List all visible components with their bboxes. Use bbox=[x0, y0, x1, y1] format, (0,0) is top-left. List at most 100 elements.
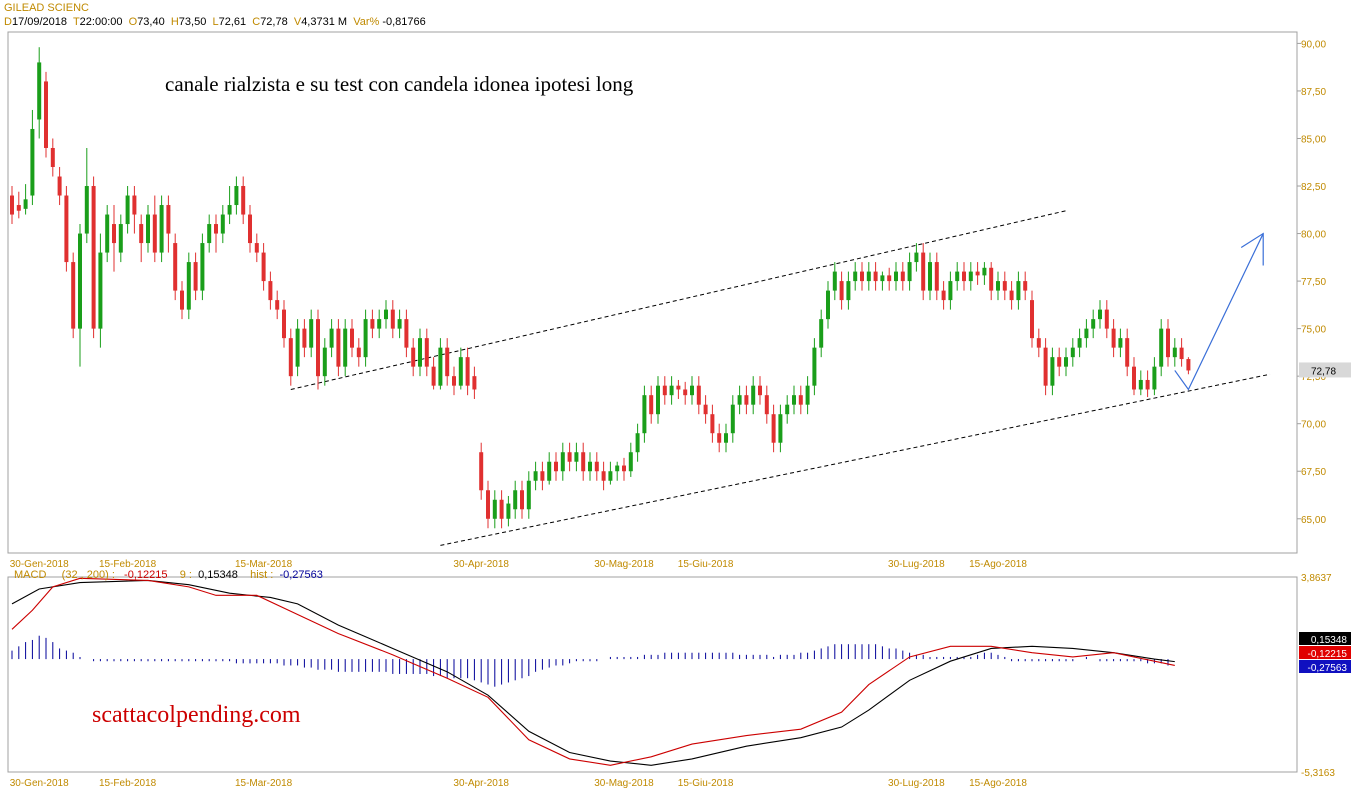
candle-body bbox=[758, 385, 762, 396]
candle-body bbox=[288, 338, 293, 377]
price-tick-label: 85,00 bbox=[1301, 134, 1326, 145]
candle-body bbox=[71, 262, 76, 329]
candle-body bbox=[581, 452, 586, 472]
candle-body bbox=[656, 385, 660, 415]
candle-body bbox=[452, 376, 456, 386]
candle-body bbox=[316, 319, 320, 377]
candle-body bbox=[819, 319, 824, 348]
candle-body bbox=[615, 465, 620, 472]
candle-body bbox=[703, 404, 708, 415]
candle-body bbox=[173, 243, 178, 291]
candle-body bbox=[1118, 338, 1123, 348]
price-tick-label: 70,00 bbox=[1301, 420, 1326, 431]
candle-body bbox=[526, 480, 531, 510]
candle-body bbox=[465, 357, 470, 386]
stat-close: 72,78 bbox=[260, 16, 288, 28]
stat-volume: 4,3731 M bbox=[301, 16, 348, 28]
candle-body bbox=[778, 414, 783, 443]
candle-body bbox=[1050, 357, 1055, 386]
candle-body bbox=[159, 205, 164, 253]
candle-body bbox=[506, 503, 511, 519]
candle-body bbox=[1009, 290, 1014, 301]
candle-body bbox=[1002, 281, 1007, 291]
candle-body bbox=[894, 271, 898, 282]
candle-body bbox=[771, 414, 776, 443]
stat-time: 22:00:00 bbox=[79, 16, 123, 28]
date-label: 30-Apr-2018 bbox=[453, 559, 509, 570]
candle-body bbox=[805, 385, 810, 405]
hist-value: -0,27563 bbox=[279, 569, 323, 581]
candle-body bbox=[322, 347, 327, 377]
macd-tick-label: -5,3163 bbox=[1301, 768, 1335, 779]
candle-body bbox=[411, 347, 416, 367]
stat-var-pct: -0,81766 bbox=[382, 16, 426, 28]
candle-body bbox=[1070, 347, 1075, 358]
candle-body bbox=[30, 128, 35, 196]
candle-body bbox=[125, 195, 130, 225]
candle-body bbox=[1016, 281, 1021, 301]
macd-date-label: 15-Giu-2018 bbox=[678, 778, 734, 789]
candle-body bbox=[717, 433, 722, 443]
candle-body bbox=[146, 214, 150, 244]
stat-high: 73,50 bbox=[178, 16, 207, 28]
macd-date-label: 30-Lug-2018 bbox=[888, 778, 945, 789]
macd-value-box bbox=[1299, 660, 1351, 673]
candle-body bbox=[431, 366, 436, 386]
macd-value-box bbox=[1299, 632, 1351, 645]
candle-body bbox=[900, 271, 905, 282]
candle-body bbox=[424, 338, 429, 367]
macd-value-box bbox=[1299, 646, 1351, 659]
candle-body bbox=[1057, 357, 1062, 367]
candle-body bbox=[792, 395, 796, 405]
price-tick-label: 82,50 bbox=[1301, 182, 1326, 193]
candle-body bbox=[560, 452, 565, 472]
candle-body bbox=[261, 252, 266, 282]
candle-body bbox=[78, 233, 82, 329]
stat-date: 17/09/2018 bbox=[11, 16, 68, 28]
candle-body bbox=[975, 271, 980, 276]
candle-body bbox=[873, 271, 878, 282]
candle-body bbox=[764, 395, 769, 415]
last-price-label: 72,78 bbox=[1311, 366, 1336, 377]
candle-body bbox=[1098, 309, 1102, 320]
candle-body bbox=[180, 290, 184, 310]
candle-body bbox=[540, 471, 545, 481]
candle-body bbox=[356, 347, 361, 358]
candle-body bbox=[601, 471, 606, 481]
macd-date-label: 30-Gen-2018 bbox=[10, 778, 69, 789]
forecast-arrow bbox=[1174, 233, 1264, 391]
macd-date-label: 15-Feb-2018 bbox=[99, 778, 157, 789]
candle-body bbox=[479, 452, 484, 491]
candle-body bbox=[832, 271, 837, 291]
candle-body bbox=[343, 328, 348, 367]
macd-value-label: 0,15348 bbox=[1311, 635, 1348, 646]
candle-body bbox=[853, 271, 858, 282]
candle-body bbox=[227, 205, 232, 215]
price-tick-label: 75,00 bbox=[1301, 325, 1326, 336]
date-label: 15-Ago-2018 bbox=[969, 559, 1027, 570]
candle-body bbox=[921, 252, 926, 291]
candle-body bbox=[363, 319, 368, 358]
candle-body bbox=[418, 338, 422, 367]
candle-body bbox=[730, 404, 735, 434]
signal-label: 9 bbox=[179, 569, 186, 581]
candle-body bbox=[588, 461, 592, 472]
candle-body bbox=[642, 395, 647, 434]
candle-body bbox=[1159, 328, 1164, 367]
candle-body bbox=[696, 385, 701, 405]
chart-title: GILEAD SCIENC bbox=[4, 2, 89, 14]
candle-body bbox=[914, 252, 919, 263]
forecast-arrow-head bbox=[1240, 232, 1264, 266]
candle-body bbox=[350, 328, 354, 348]
candle-body bbox=[683, 389, 688, 396]
candle-body bbox=[64, 195, 69, 263]
candle-body bbox=[390, 309, 395, 329]
candle-body bbox=[370, 319, 375, 329]
macd-line bbox=[11, 579, 1175, 766]
macd-date-label: 30-Apr-2018 bbox=[453, 778, 509, 789]
candle-body bbox=[649, 395, 654, 415]
candle-body bbox=[118, 224, 123, 253]
candle-body bbox=[499, 499, 504, 519]
candle-body bbox=[132, 195, 137, 215]
price-tick-label: 72,50 bbox=[1301, 372, 1326, 383]
